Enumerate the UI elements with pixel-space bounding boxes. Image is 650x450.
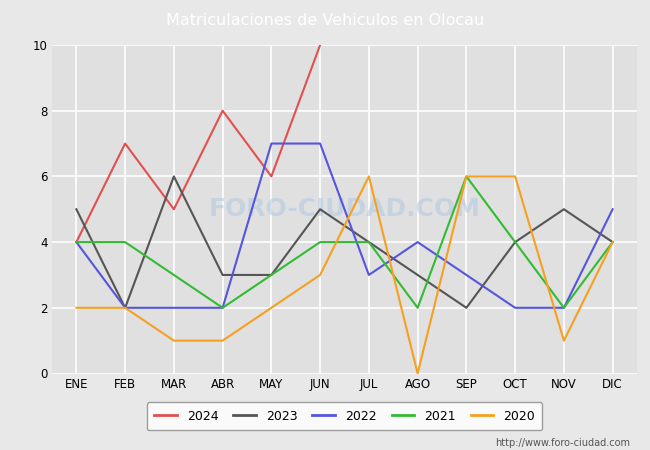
Text: Matriculaciones de Vehiculos en Olocau: Matriculaciones de Vehiculos en Olocau [166,13,484,28]
Legend: 2024, 2023, 2022, 2021, 2020: 2024, 2023, 2022, 2021, 2020 [147,402,542,430]
Text: FORO-CIUDAD.COM: FORO-CIUDAD.COM [209,197,480,221]
Text: http://www.foro-ciudad.com: http://www.foro-ciudad.com [495,438,630,448]
